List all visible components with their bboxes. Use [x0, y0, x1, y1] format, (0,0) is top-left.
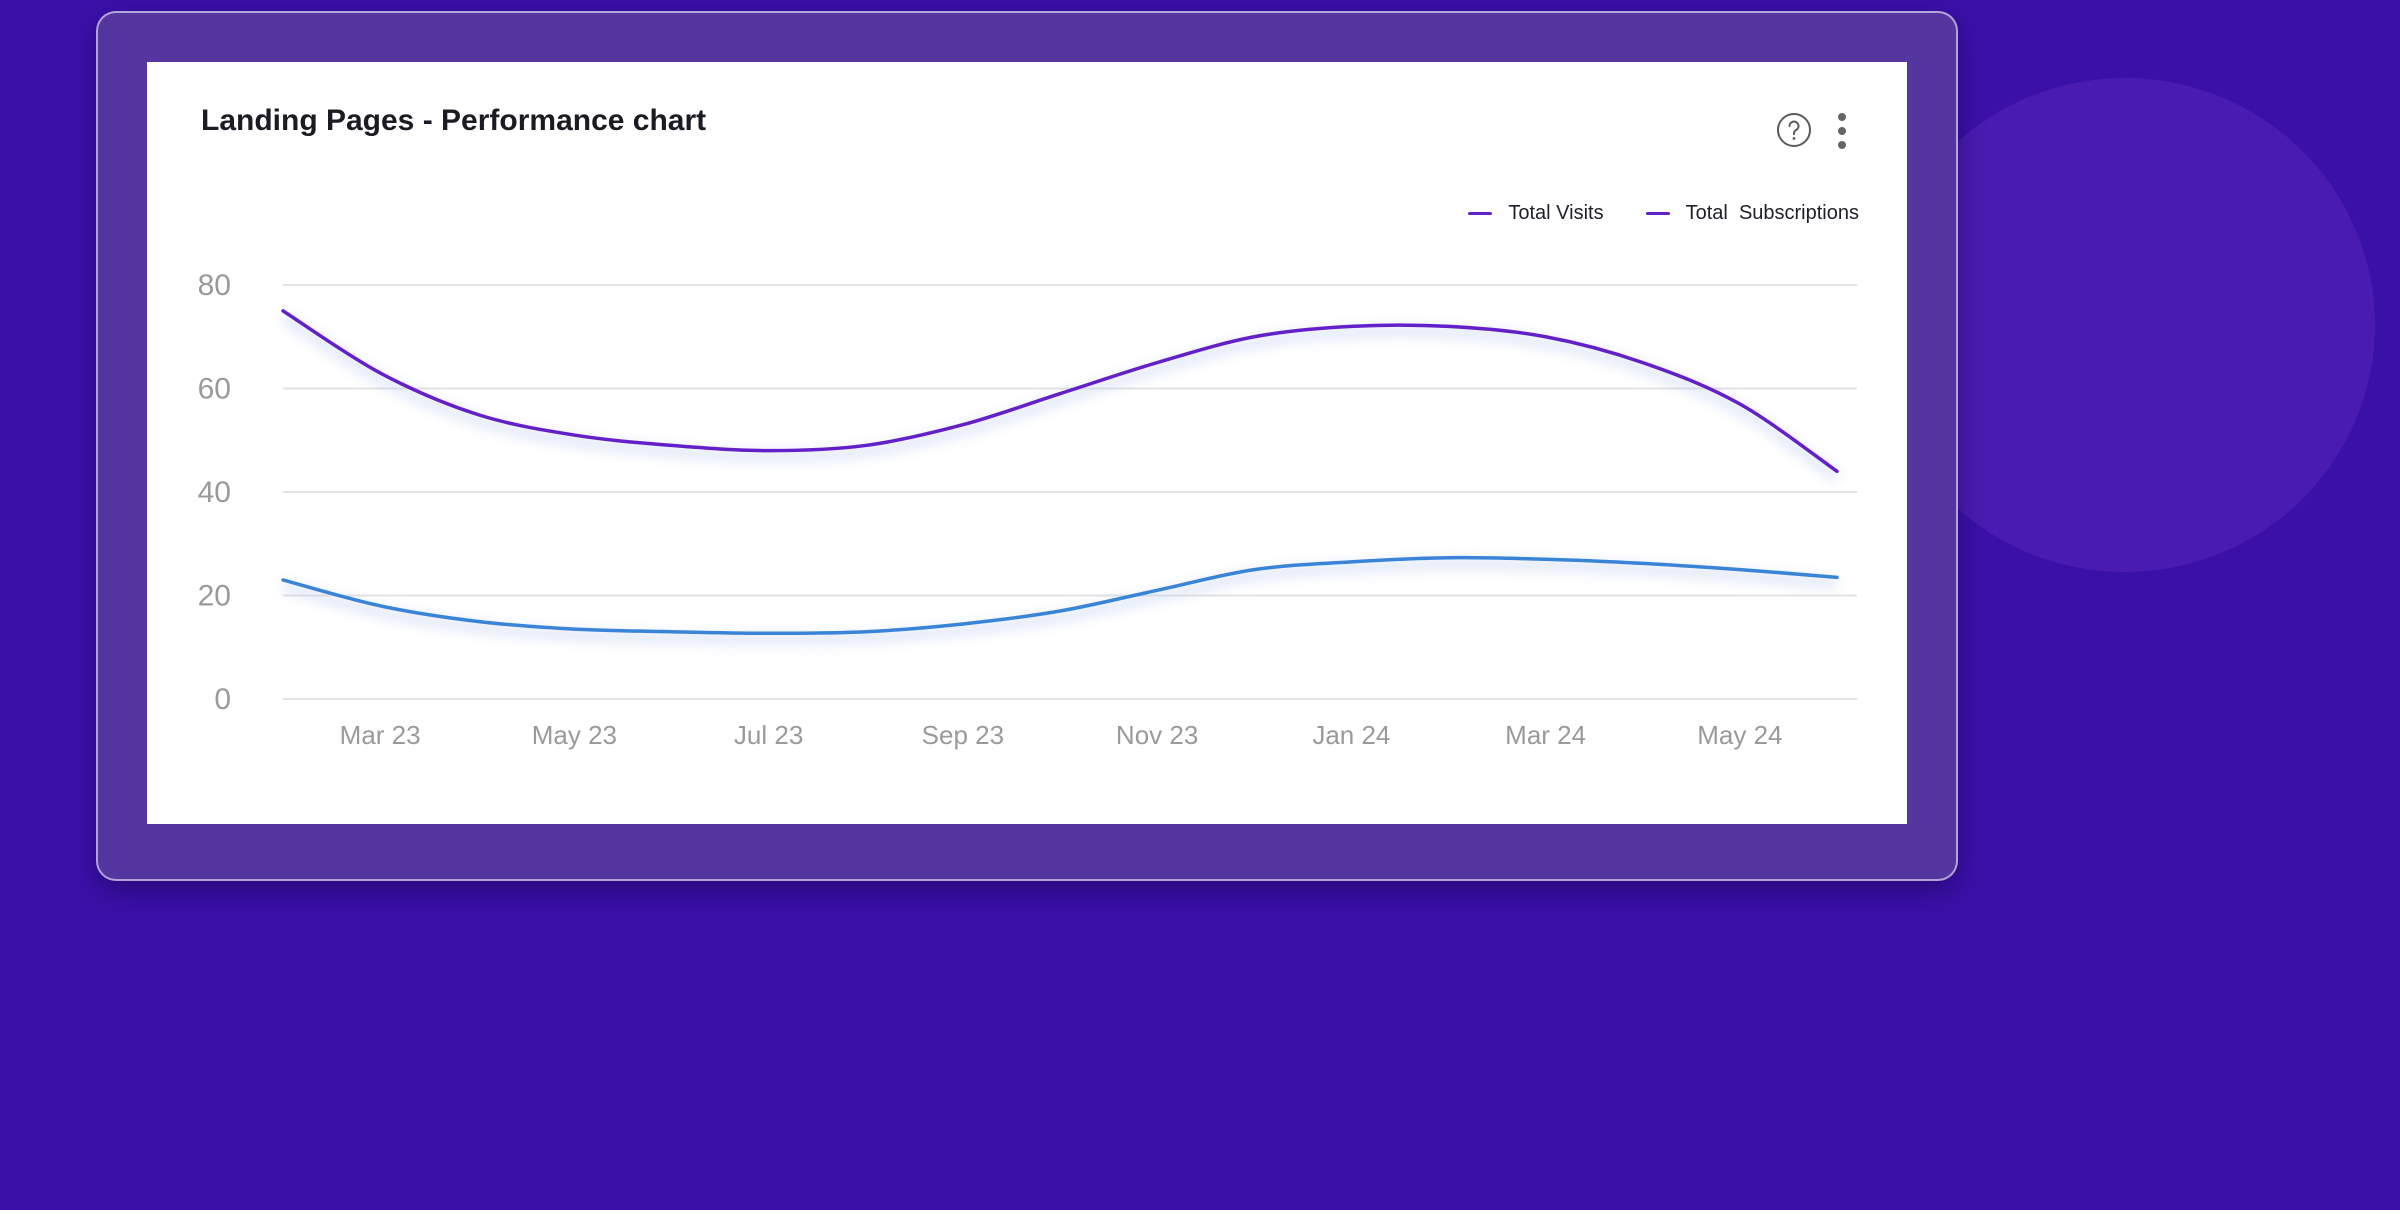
- x-axis-ticks: Mar 23 May 23 Jul 23 Sep 23 Nov 23 Jan 24 Mar …: [340, 720, 1783, 750]
- grid-lines: [283, 284, 1857, 700]
- legend-item-total-visits[interactable]: Total Visits: [1468, 202, 1604, 225]
- more-vertical-icon[interactable]: [1832, 112, 1852, 150]
- x-tick-label: Nov 23: [1116, 720, 1198, 750]
- y-axis-ticks: 0 20 40 60 80: [198, 269, 231, 716]
- legend-swatch-total-subscriptions: [1645, 212, 1670, 215]
- line-chart: 0 20 40 60 80 Mar 23 May 23 Jul 23 Sep 23 Nov 23…: [198, 269, 1857, 750]
- x-tick-label: May 24: [1697, 720, 1782, 750]
- legend-label-total-visits: Total Visits: [1508, 202, 1604, 224]
- x-tick-label: Sep 23: [922, 720, 1004, 750]
- legend-label-total-subscriptions: Total Subscriptions: [1685, 202, 1859, 224]
- help-circle-icon[interactable]: [1776, 112, 1812, 148]
- chart-title: Landing Pages - Performance chart: [201, 104, 707, 137]
- y-tick-label: 20: [198, 580, 231, 613]
- x-tick-label: Jan 24: [1312, 720, 1390, 750]
- series-shadow-total-visits: [280, 312, 1840, 482]
- x-tick-label: May 23: [532, 720, 617, 750]
- x-tick-label: Mar 24: [1505, 720, 1586, 750]
- bottom-edge-strip: [0, 1210, 2400, 1214]
- y-tick-label: 40: [198, 476, 231, 509]
- background-circle-decoration: [1875, 78, 2375, 572]
- chart-card: Landing Pages - Performance chart Total …: [147, 62, 1907, 824]
- y-tick-label: 80: [198, 269, 231, 302]
- legend-item-total-subscriptions[interactable]: Total Subscriptions: [1645, 202, 1859, 225]
- x-tick-label: Mar 23: [340, 720, 421, 750]
- y-tick-label: 60: [198, 373, 231, 406]
- series-lines: [280, 309, 1840, 645]
- y-tick-label: 0: [214, 683, 231, 716]
- series-line-total-subscriptions[interactable]: [281, 555, 1839, 636]
- series-shadow-total-subscriptions: [281, 558, 1838, 645]
- legend-swatch-total-visits: [1468, 212, 1493, 215]
- chart-legend: Total Visits Total Subscriptions: [1468, 202, 1859, 225]
- x-tick-label: Jul 23: [734, 720, 803, 750]
- series-line-total-visits[interactable]: [281, 309, 1839, 474]
